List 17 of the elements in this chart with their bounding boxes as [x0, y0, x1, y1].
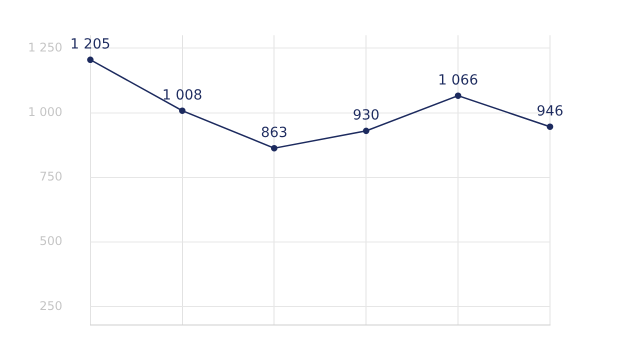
- y-tick-label: 750: [39, 170, 62, 184]
- point: [87, 56, 94, 64]
- data-label: 863: [260, 124, 288, 141]
- point: [546, 123, 554, 130]
- y-tick-label: 500: [39, 234, 62, 248]
- data-label: 946: [536, 103, 564, 120]
- y-tick-label: 1 000: [28, 104, 62, 119]
- data-label: 1 066: [438, 72, 478, 88]
- data-label: 930: [352, 108, 380, 124]
- point: [270, 144, 278, 152]
- point: [454, 92, 462, 99]
- data-label: 1 008: [162, 87, 202, 104]
- data-label: 1 205: [70, 36, 110, 52]
- y-tick-label: 250: [39, 298, 62, 313]
- point: [179, 107, 186, 114]
- y-tick-label: 1 250: [28, 40, 62, 54]
- point: [362, 128, 370, 134]
